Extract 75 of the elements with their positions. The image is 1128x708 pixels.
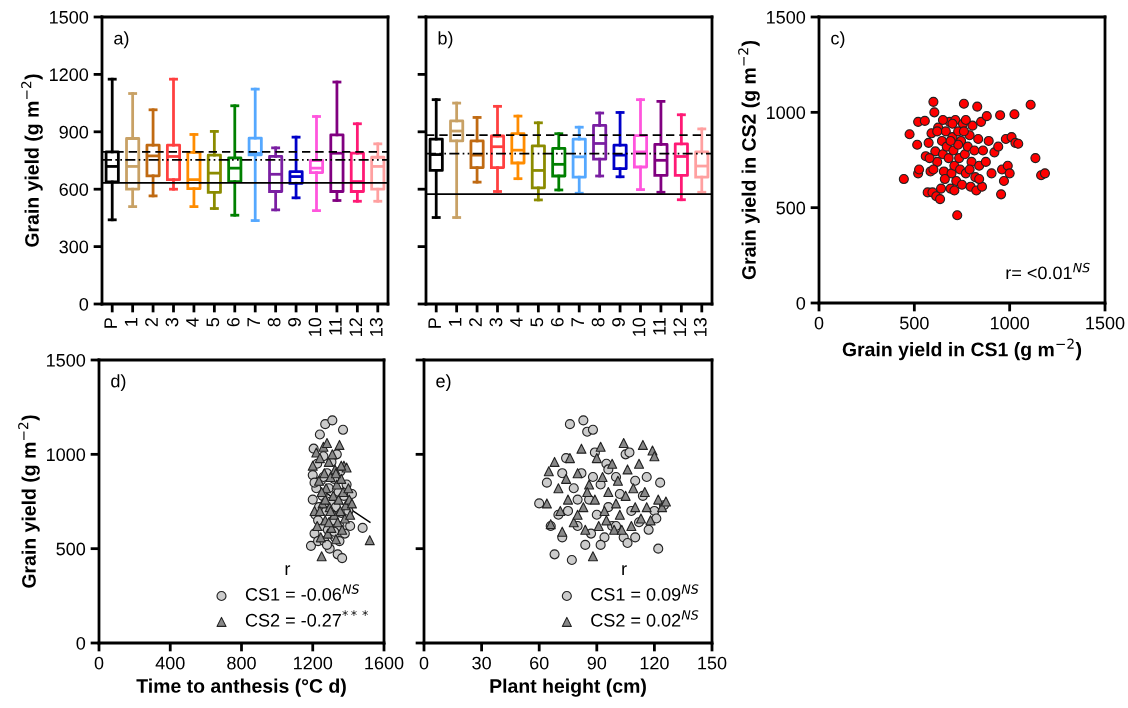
y-tick-label: 1500: [50, 10, 89, 24]
x-tick-label: 500: [899, 316, 929, 330]
x-tick-label: 800: [227, 656, 256, 670]
y-tick-label: 500: [776, 201, 806, 215]
y-tick-label: 1000: [767, 106, 806, 120]
legend-label: CS2 = 0.02$^{NS}$: [591, 610, 699, 627]
x-tick-label: 0: [419, 656, 429, 670]
y-tick-label: 0: [796, 296, 806, 310]
y-tick-label: 500: [56, 542, 86, 556]
x-tick-label: 11: [329, 318, 342, 335]
x-tick-label: 0: [814, 316, 824, 330]
x-tick-label: 400: [155, 656, 185, 670]
x-tick-label: 7: [247, 318, 260, 327]
x-tick-label: P: [104, 318, 117, 328]
x-tick-label: 5: [206, 317, 220, 327]
y-tick-label: 1500: [767, 10, 806, 24]
legend-title: r: [622, 565, 627, 575]
annotation: b): [438, 31, 453, 49]
legend-label: CS1 = 0.09$^{NS}$: [591, 584, 699, 601]
y-tick-label: 1500: [47, 353, 86, 367]
x-axis-title: Plant height (cm): [490, 678, 646, 697]
annotation: a): [114, 31, 129, 49]
x-tick-label: P: [428, 318, 441, 328]
x-tick-label: 7: [571, 318, 584, 327]
x-tick-label: 8: [591, 317, 605, 327]
x-axis-title: Grain yield in CS1 (g m$^{−2}$): [842, 338, 1082, 361]
x-tick-label: 13: [369, 317, 383, 336]
x-axis-title: Time to anthesis (°C d): [136, 678, 346, 697]
annotation: r= <0.01$^{NS}$: [1006, 262, 1090, 280]
y-axis-title: Grain yield (g m$^{−2}$): [18, 415, 40, 588]
x-tick-label: 2: [469, 318, 482, 327]
legend-label: CS2 = -0.27$^{***}$: [245, 610, 368, 627]
legend-label: CS1 = -0.06$^{NS}$: [245, 584, 360, 601]
y-axis-title: Grain yield (g m$^{−2}$): [21, 74, 43, 247]
x-tick-label: 6: [226, 317, 240, 327]
x-tick-label: 60: [530, 656, 549, 670]
y-tick-label: 900: [59, 125, 89, 139]
legend-title: r: [285, 565, 291, 575]
x-tick-label: 9: [612, 318, 625, 327]
x-tick-label: 120: [640, 656, 669, 670]
x-tick-label: 1600: [365, 656, 404, 670]
x-tick-label: 1: [448, 318, 462, 326]
y-tick-label: 1200: [50, 68, 89, 82]
x-tick-label: 4: [186, 317, 199, 327]
x-tick-label: 12: [349, 318, 363, 336]
x-tick-label: 30: [472, 656, 491, 670]
annotation: e): [436, 374, 451, 391]
y-tick-label: 0: [79, 297, 89, 311]
x-tick-label: 10: [632, 317, 646, 336]
x-tick-label: 2: [145, 318, 158, 327]
x-tick-label: 10: [308, 317, 322, 336]
x-tick-label: 8: [267, 317, 281, 327]
x-tick-label: 1: [124, 318, 138, 326]
annotation: c): [831, 31, 845, 49]
y-tick-label: 1000: [47, 448, 86, 462]
x-tick-label: 0: [94, 656, 104, 670]
y-tick-label: 0: [76, 636, 86, 650]
x-tick-label: 90: [587, 656, 607, 670]
x-tick-label: 3: [489, 317, 503, 327]
x-tick-label: 3: [165, 317, 179, 327]
y-tick-label: 600: [59, 183, 89, 196]
x-tick-label: 12: [673, 318, 687, 336]
x-tick-label: 1500: [1086, 316, 1125, 330]
x-tick-label: 9: [288, 318, 301, 327]
x-tick-label: 150: [698, 656, 727, 670]
x-tick-label: 1200: [294, 656, 333, 670]
x-tick-label: 1000: [990, 316, 1030, 330]
y-axis-title: Grain yield in CS2 (g m$^{−2}$): [738, 40, 760, 280]
x-tick-label: 6: [550, 317, 564, 327]
x-tick-label: 13: [693, 317, 707, 336]
x-tick-label: 5: [530, 317, 544, 327]
x-tick-label: 4: [510, 317, 523, 327]
annotation: d): [111, 374, 126, 391]
x-tick-label: 11: [653, 318, 666, 335]
y-tick-label: 300: [59, 240, 89, 254]
